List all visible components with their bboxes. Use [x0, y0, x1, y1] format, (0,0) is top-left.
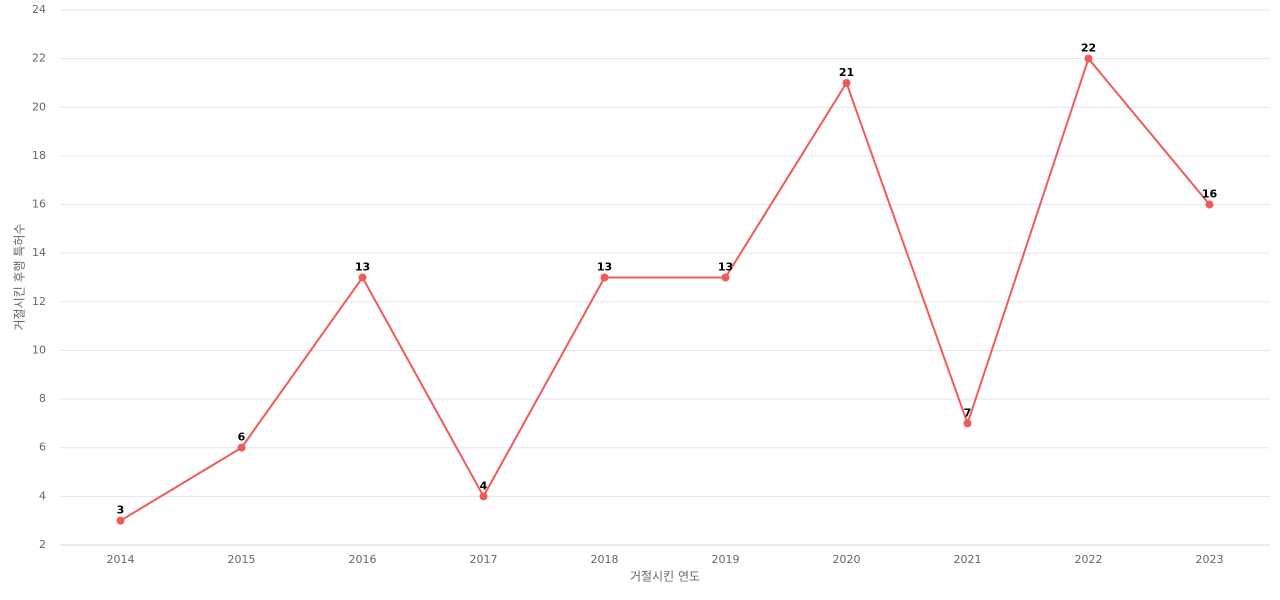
x-tick-label: 2023 — [1196, 553, 1224, 566]
x-tick-label: 2016 — [349, 553, 377, 566]
y-tick-label: 22 — [32, 52, 46, 65]
series-line — [119, 56, 1211, 522]
y-tick-label: 18 — [32, 149, 46, 162]
data-label: 4 — [480, 479, 488, 492]
x-tick-label: 2022 — [1075, 553, 1103, 566]
x-tick-label: 2015 — [228, 553, 256, 566]
data-label: 3 — [117, 504, 125, 517]
point — [116, 516, 125, 525]
point — [1084, 54, 1093, 63]
y-tick-label: 12 — [32, 295, 46, 308]
y-tick-label: 2 — [39, 538, 46, 551]
data-label: 7 — [964, 406, 972, 419]
x-axis-title: 거절시킨 연도 — [630, 570, 700, 584]
y-tick-label: 14 — [32, 246, 46, 259]
y-tick-label: 8 — [39, 392, 46, 405]
point — [358, 273, 367, 282]
point — [479, 492, 488, 501]
point — [842, 78, 851, 87]
data-label: 13 — [718, 261, 733, 274]
y-tick-label: 24 — [32, 3, 46, 16]
point — [1205, 200, 1214, 209]
point — [721, 273, 730, 282]
y-tick-label: 10 — [32, 343, 46, 356]
y-axis-title: 거절시킨 후행 특허수 — [12, 224, 27, 331]
point — [600, 273, 609, 282]
data-label: 22 — [1081, 42, 1096, 55]
data-label: 13 — [355, 261, 370, 274]
data-label: 6 — [238, 431, 246, 444]
x-tick-label: 2019 — [712, 553, 740, 566]
x-tick-label: 2020 — [833, 553, 861, 566]
y-tick-label: 20 — [32, 100, 46, 113]
point — [963, 419, 972, 428]
point — [237, 443, 246, 452]
x-tick-label: 2021 — [954, 553, 982, 566]
x-tick-label: 2014 — [107, 553, 135, 566]
data-label: 21 — [839, 66, 854, 79]
data-label: 13 — [597, 261, 612, 274]
y-tick-label: 16 — [32, 198, 46, 211]
x-tick-label: 2018 — [591, 553, 619, 566]
data-label: 16 — [1202, 188, 1218, 201]
y-tick-label: 6 — [39, 441, 46, 454]
y-tick-label: 4 — [39, 489, 46, 502]
x-tick-label: 2017 — [470, 553, 498, 566]
